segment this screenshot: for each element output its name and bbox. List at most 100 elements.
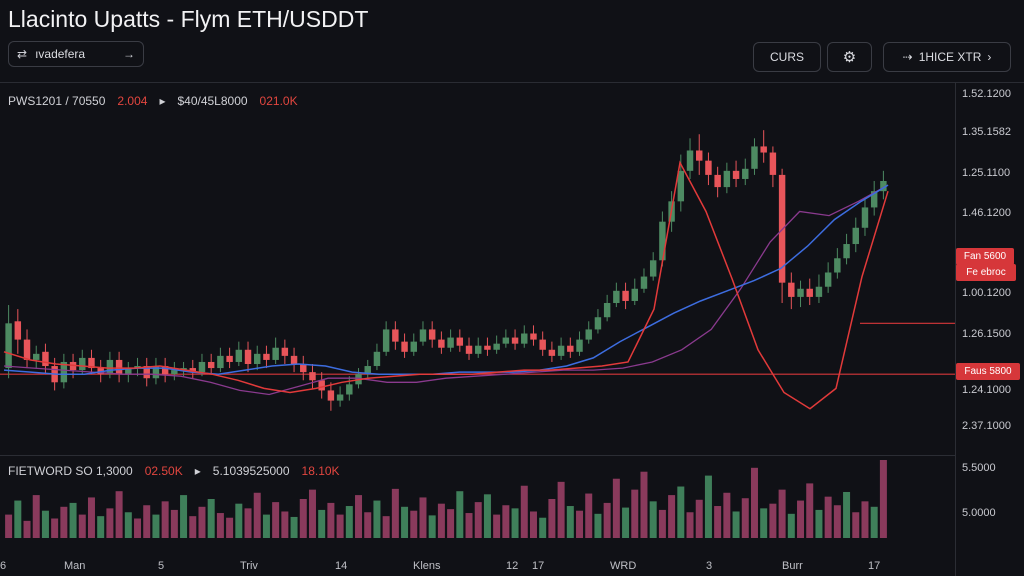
candle-body xyxy=(567,345,574,352)
time-tick: 3 xyxy=(706,560,713,572)
volume-tick: 5.5000 xyxy=(962,462,996,474)
volume-bar xyxy=(631,489,639,538)
symbol-selector[interactable]: ⇄ ıvadefera → xyxy=(8,41,144,67)
candle-body xyxy=(428,329,436,340)
volume-bar xyxy=(769,503,777,538)
candle-body xyxy=(272,347,279,360)
candle-body xyxy=(438,339,445,348)
volume-bar xyxy=(714,506,722,538)
candle-body xyxy=(106,359,114,375)
volume-bar xyxy=(557,481,565,538)
price-tag-upper-sub: Fe ebroc xyxy=(956,264,1016,281)
candle-body xyxy=(235,349,243,362)
time-tick: 12 xyxy=(506,560,519,572)
ma-red-line xyxy=(3,160,889,410)
volume-bar xyxy=(355,495,363,538)
candle-body xyxy=(207,361,215,369)
candle-body xyxy=(760,146,767,153)
volume-bar xyxy=(106,508,114,538)
candle-body xyxy=(60,361,68,383)
volume-bar xyxy=(529,511,537,538)
volume-bar xyxy=(410,510,418,538)
candle-body xyxy=(392,329,399,342)
volume-legend-label: FIETWORD SO 1,3000 xyxy=(8,464,133,478)
volume-bar xyxy=(51,518,59,538)
volume-bar xyxy=(382,516,390,538)
price-tick: 1.24.1000 xyxy=(962,384,1011,396)
volume-bar xyxy=(456,491,464,538)
volume-legend-value1: 02.50K xyxy=(144,464,183,478)
volume-bar xyxy=(750,467,758,538)
time-tick: 17 xyxy=(532,560,545,572)
price-tick: 1.35.1582 xyxy=(962,126,1011,138)
legend-change: 2.004 xyxy=(117,94,148,108)
time-tick: 17 xyxy=(868,560,881,572)
candle-body xyxy=(189,368,196,373)
candle-body xyxy=(769,152,777,175)
candle-body xyxy=(797,288,804,297)
volume-bar xyxy=(327,502,335,538)
ma-magenta-line xyxy=(3,184,889,396)
candle-body xyxy=(548,349,556,356)
chevron-right-icon: › xyxy=(987,50,992,64)
candle-body xyxy=(742,168,749,179)
volume-bar xyxy=(622,507,630,538)
candle-body xyxy=(484,345,491,350)
pane-separator[interactable] xyxy=(0,455,955,456)
volume-bar xyxy=(5,514,13,538)
volume-bar xyxy=(262,514,270,538)
volume-bar xyxy=(134,518,142,538)
volume-bar xyxy=(161,501,169,538)
time-tick: Triv xyxy=(240,560,258,572)
volume-bar xyxy=(511,508,519,538)
timeframe-button[interactable]: ⇢ 1HICE XTR › xyxy=(883,42,1011,72)
volume-bar xyxy=(143,505,151,538)
candle-body xyxy=(705,160,712,175)
arrow-icon: ⇢ xyxy=(902,50,913,64)
candle-body xyxy=(732,170,740,179)
volume-bar xyxy=(806,483,814,538)
candle-body xyxy=(309,372,316,381)
price-tick: 1.25.1100 xyxy=(962,167,1011,179)
candle-body xyxy=(465,345,473,354)
volume-bar xyxy=(833,505,841,538)
candle-body xyxy=(502,337,510,344)
volume-bar xyxy=(14,500,22,538)
volume-bar xyxy=(419,497,427,538)
time-tick: Burr xyxy=(782,560,803,572)
volume-bar xyxy=(686,512,694,538)
candle-body xyxy=(723,170,731,188)
volume-bar xyxy=(226,517,234,538)
volume-bar xyxy=(465,513,473,538)
volume-bar xyxy=(152,514,160,538)
candle-body xyxy=(281,347,289,356)
volume-bar xyxy=(198,506,206,538)
candle-body xyxy=(23,339,31,360)
volume-bar xyxy=(778,489,786,538)
candle-body xyxy=(475,345,482,354)
candle-body xyxy=(373,351,381,367)
candle-body xyxy=(870,191,878,208)
volume-bar xyxy=(852,512,860,538)
volume-bar xyxy=(539,517,547,538)
chart-canvas[interactable] xyxy=(0,0,955,576)
curs-button[interactable]: CURS xyxy=(753,42,821,72)
volume-bar xyxy=(861,501,869,538)
volume-bar xyxy=(677,486,685,538)
candle-body xyxy=(125,368,132,375)
settings-button[interactable]: ⚙ xyxy=(827,42,872,72)
volume-bar xyxy=(207,499,215,538)
play-icon: ▸ xyxy=(194,464,201,478)
candle-body xyxy=(539,339,546,350)
candle-body xyxy=(42,351,49,367)
volume-bar xyxy=(502,505,510,538)
candle-body xyxy=(254,353,261,364)
candle-body xyxy=(806,288,813,297)
volume-bar xyxy=(870,506,878,538)
volume-tick: 5.0000 xyxy=(962,507,996,519)
volume-bar xyxy=(603,502,611,538)
candle-body xyxy=(447,337,454,348)
candle-body xyxy=(843,244,850,259)
volume-bar xyxy=(787,513,795,538)
volume-bar xyxy=(612,478,620,538)
